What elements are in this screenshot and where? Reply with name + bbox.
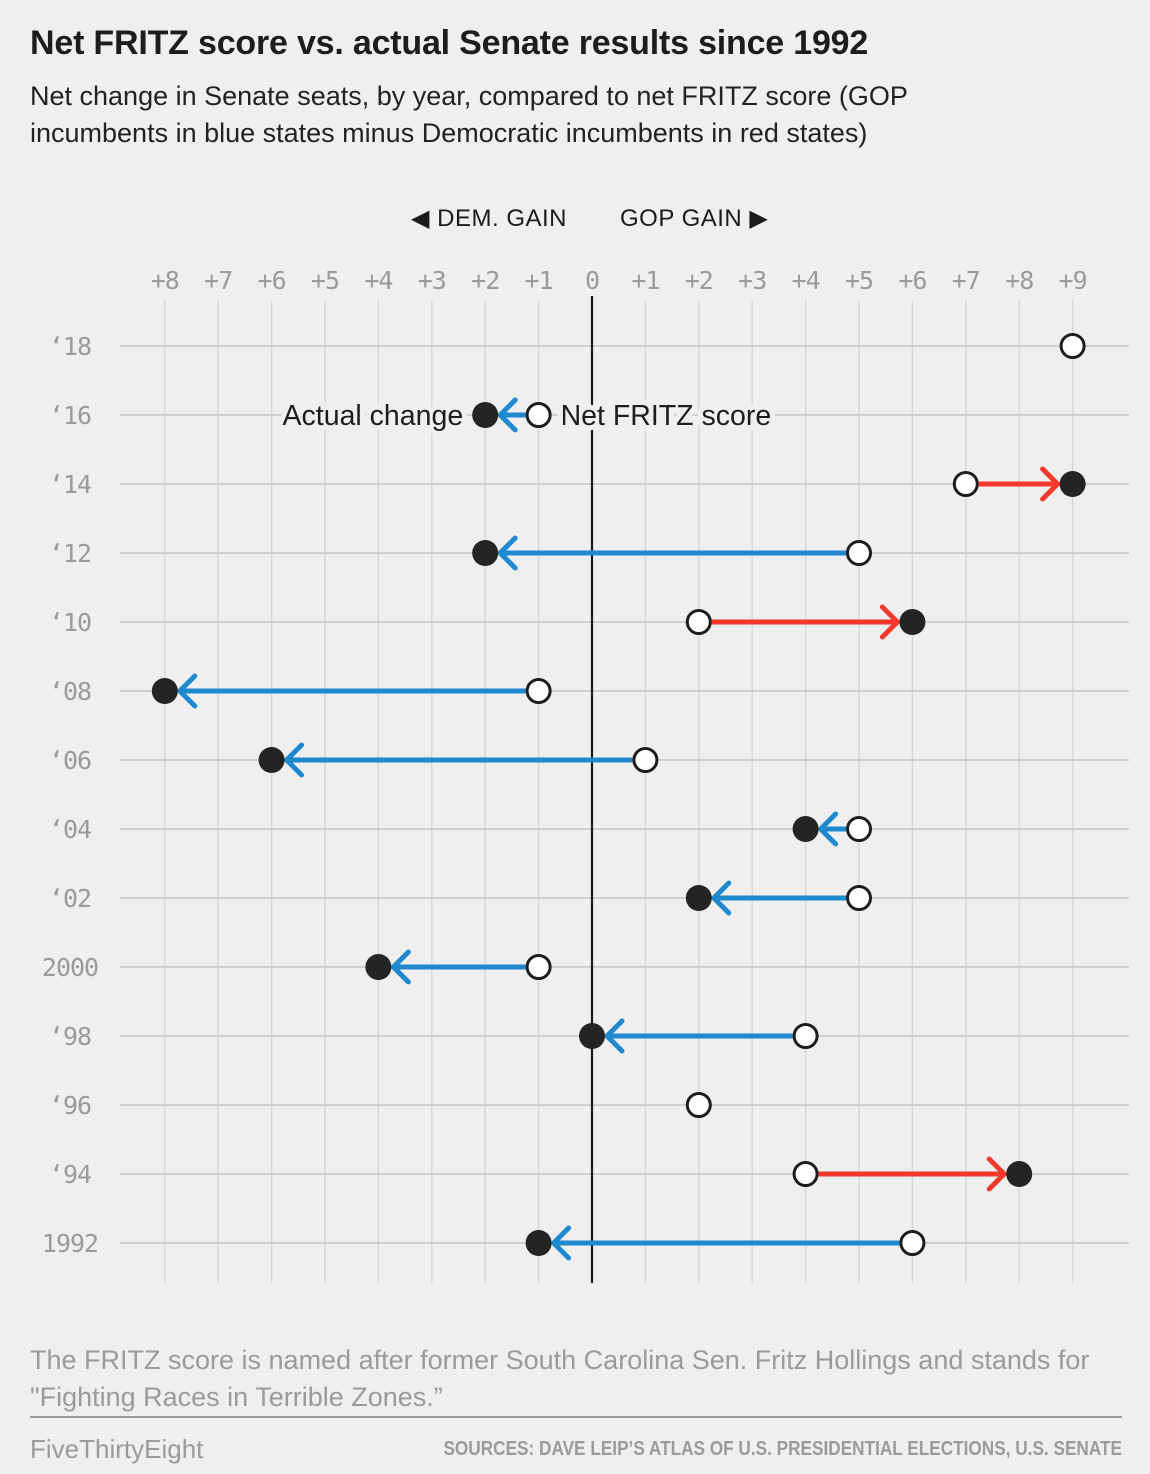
x-tick-label: +5 (311, 266, 339, 295)
actual-change-dot (151, 678, 178, 704)
arrow-head-left (711, 880, 732, 916)
arrow-head-left (604, 1018, 625, 1054)
year-label: ‘16 (49, 401, 91, 430)
actual-change-dot (579, 1023, 605, 1049)
fritz-score-circle (846, 540, 872, 566)
fritz-score-circle (792, 1161, 819, 1187)
x-tick-label: +2 (685, 266, 713, 295)
fritz-score-circle (685, 609, 712, 635)
fritz-score-circle (1059, 333, 1086, 359)
year-label: ‘06 (49, 746, 91, 775)
x-tick-label: +1 (631, 266, 659, 295)
arrow-head-left (390, 949, 411, 985)
arrow-head-right (986, 1156, 1007, 1192)
chart-subtitle-line1: Net change in Senate seats, by year, com… (30, 81, 908, 111)
legend-actual-change-label: Actual change (283, 400, 464, 432)
actual-change-dot (365, 954, 392, 980)
year-label: ‘10 (49, 608, 91, 637)
year-label: ‘98 (49, 1022, 91, 1051)
fritz-score-circle (525, 954, 552, 980)
arrow-head-left (284, 742, 305, 778)
arrow-head-right (879, 604, 900, 640)
actual-change-dot (472, 540, 499, 566)
x-tick-label: +3 (418, 266, 446, 295)
year-label: 1992 (42, 1229, 98, 1258)
x-tick-label: 0 (585, 266, 599, 295)
fritz-score-circle (952, 471, 979, 497)
year-label: ‘12 (49, 539, 91, 568)
year-label: 2000 (42, 953, 98, 982)
x-tick-label: +3 (738, 266, 766, 295)
x-tick-label: +8 (1005, 266, 1033, 295)
actual-change-dot (899, 609, 926, 635)
fritz-score-circle (685, 1092, 712, 1118)
fritz-score-circle (899, 1230, 926, 1256)
x-tick-label: +6 (258, 266, 286, 295)
arrow-head-right (1040, 466, 1061, 502)
chart-subtitle: Net change in Senate seats, by year, com… (30, 78, 908, 152)
year-label: ‘96 (49, 1091, 91, 1120)
x-tick-label: +4 (364, 266, 392, 295)
actual-change-dot (685, 885, 712, 911)
x-tick-label: +8 (151, 266, 179, 295)
arrow-head-left (551, 1225, 572, 1261)
x-tick-label: +5 (845, 266, 873, 295)
sources-credit: SOURCES: DAVE LEIP’S ATLAS OF U.S. PRESI… (443, 1438, 1122, 1460)
dem-gain-label: ◀ DEM. GAIN (411, 205, 567, 232)
legend-net-fritz-label: Net FRITZ score (561, 400, 772, 432)
year-label: ‘04 (49, 815, 91, 844)
x-tick-label: +1 (525, 266, 553, 295)
actual-change-dot (472, 402, 499, 428)
footnote-line2: "Fighting Races in Terrible Zones.” (30, 1382, 443, 1412)
actual-change-dot (1006, 1161, 1033, 1187)
x-tick-label: +7 (952, 266, 980, 295)
actual-change-dot (258, 747, 285, 773)
footnote-line1: The FRITZ score is named after former So… (30, 1345, 1090, 1375)
arrow-head-left (818, 811, 839, 847)
actual-change-dot (1059, 471, 1086, 497)
year-label: ‘08 (49, 677, 91, 706)
fritz-score-circle (525, 678, 552, 704)
chart-footnote: The FRITZ score is named after former So… (30, 1342, 1089, 1416)
x-tick-label: +7 (204, 266, 232, 295)
year-label: ‘02 (49, 884, 91, 913)
fritz-score-circle (846, 885, 872, 911)
fritz-score-circle (525, 402, 552, 428)
chart-subtitle-line2: incumbents in blue states minus Democrat… (30, 118, 868, 148)
year-label: ‘14 (49, 470, 91, 499)
chart-title: Net FRITZ score vs. actual Senate result… (30, 24, 869, 62)
fritz-score-circle (632, 747, 659, 773)
x-tick-label: +4 (792, 266, 820, 295)
x-tick-label: +9 (1059, 266, 1087, 295)
fritz-score-circle (792, 1023, 819, 1049)
actual-change-dot (792, 816, 819, 842)
footer-divider (30, 1416, 1122, 1418)
arrow-head-left (497, 397, 518, 433)
arrow-head-left (177, 673, 198, 709)
actual-change-dot (525, 1230, 552, 1256)
fritz-dumbbell-chart: ◀ DEM. GAIN GOP GAIN ▶ +8 +7 +6 +5 +4 +3 +2 +1 0 +1… (42, 205, 1129, 1283)
fivethirtyeight-logo: FiveThirtyEight (30, 1434, 204, 1464)
year-label: ‘94 (49, 1160, 91, 1189)
fritz-score-circle (846, 816, 872, 842)
arrow-head-left (497, 535, 518, 571)
gop-gain-label: GOP GAIN ▶ (620, 205, 768, 232)
year-label: ‘18 (49, 332, 91, 361)
x-tick-label: +6 (898, 266, 926, 295)
x-tick-label: +2 (471, 266, 499, 295)
